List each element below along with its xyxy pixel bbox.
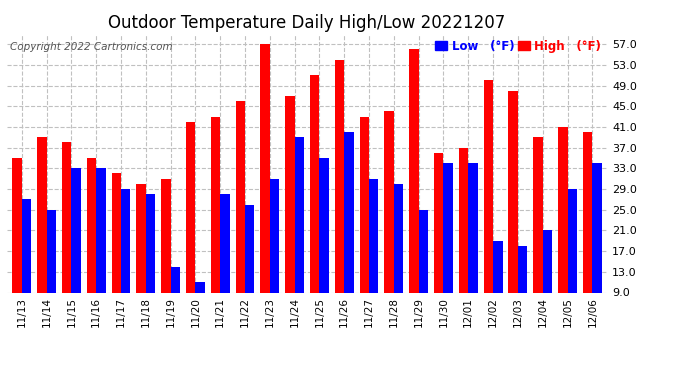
Bar xyxy=(195,282,205,292)
Bar xyxy=(319,158,329,292)
Bar xyxy=(459,148,469,292)
Legend: Low (°F), High (°F): Low (°F), High (°F) xyxy=(435,40,601,53)
Bar xyxy=(543,230,552,292)
Bar xyxy=(260,44,270,292)
Bar xyxy=(146,194,155,292)
Bar xyxy=(509,91,518,292)
Bar xyxy=(493,241,502,292)
Bar xyxy=(394,184,403,292)
Bar xyxy=(245,204,255,292)
Bar xyxy=(285,96,295,292)
Bar xyxy=(270,178,279,292)
Bar xyxy=(567,189,577,292)
Title: Outdoor Temperature Daily High/Low 20221207: Outdoor Temperature Daily High/Low 20221… xyxy=(108,14,506,32)
Bar xyxy=(211,117,220,292)
Bar xyxy=(186,122,195,292)
Bar xyxy=(384,111,394,292)
Bar xyxy=(592,163,602,292)
Bar xyxy=(112,174,121,292)
Bar xyxy=(409,49,419,292)
Bar xyxy=(583,132,592,292)
Bar xyxy=(22,200,31,292)
Bar xyxy=(137,184,146,292)
Bar xyxy=(121,189,130,292)
Bar xyxy=(344,132,354,292)
Bar xyxy=(220,194,230,292)
Bar xyxy=(295,137,304,292)
Bar xyxy=(71,168,81,292)
Bar xyxy=(161,178,170,292)
Bar xyxy=(434,153,444,292)
Bar xyxy=(558,127,567,292)
Bar xyxy=(335,60,344,292)
Bar xyxy=(518,246,527,292)
Bar xyxy=(469,163,477,292)
Bar xyxy=(484,80,493,292)
Bar xyxy=(359,117,369,292)
Bar xyxy=(62,142,71,292)
Bar xyxy=(12,158,22,292)
Bar xyxy=(369,178,379,292)
Bar xyxy=(533,137,543,292)
Bar xyxy=(37,137,47,292)
Bar xyxy=(96,168,106,292)
Bar xyxy=(87,158,96,292)
Text: Copyright 2022 Cartronics.com: Copyright 2022 Cartronics.com xyxy=(10,42,172,51)
Bar xyxy=(444,163,453,292)
Bar xyxy=(170,267,180,292)
Bar xyxy=(47,210,56,292)
Bar xyxy=(310,75,319,292)
Bar xyxy=(419,210,428,292)
Bar xyxy=(235,101,245,292)
